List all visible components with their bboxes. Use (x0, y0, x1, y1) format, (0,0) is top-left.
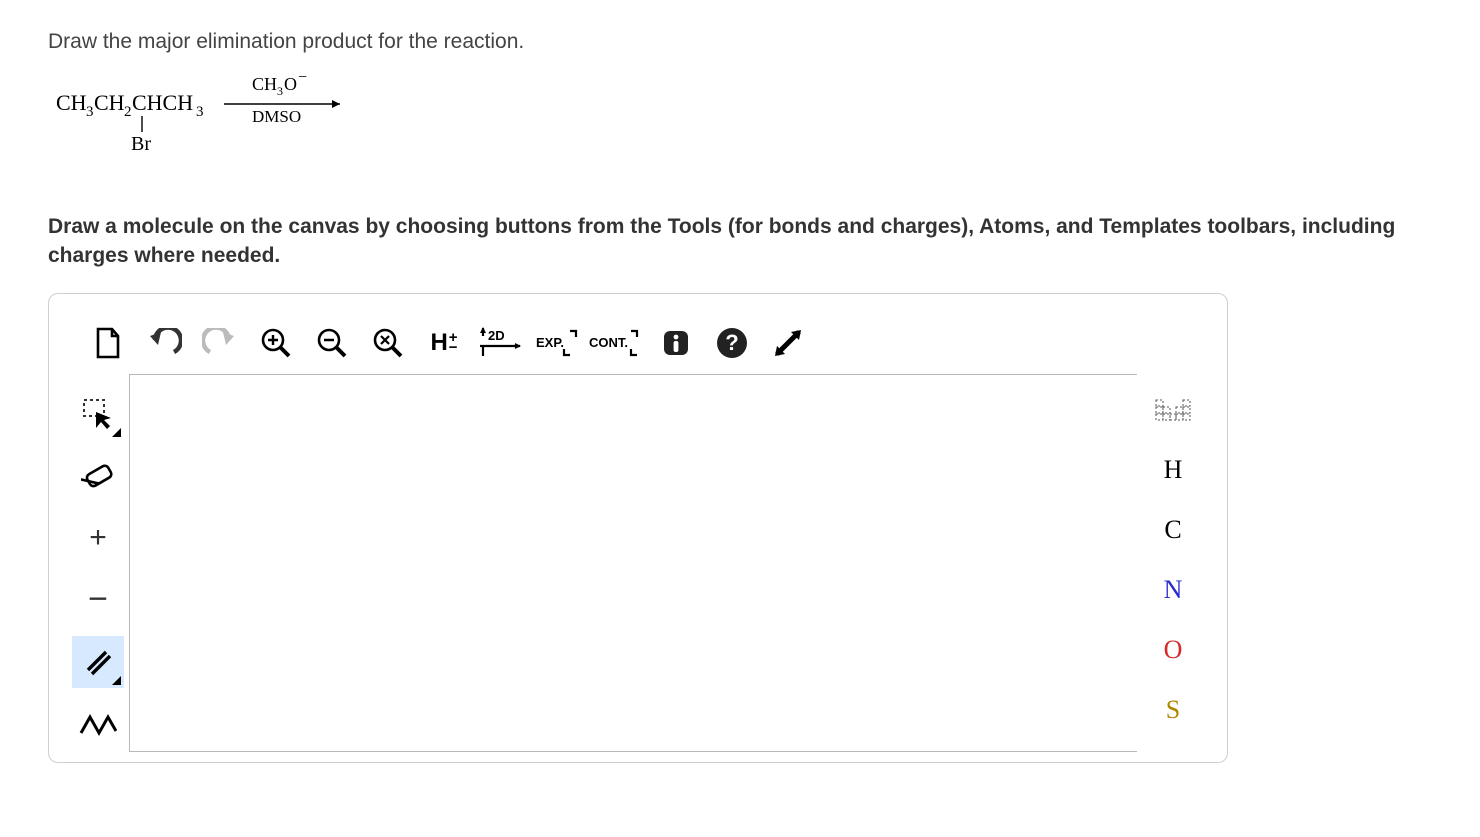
fullscreen-button[interactable] (761, 322, 815, 364)
svg-text:EXP.: EXP. (536, 335, 564, 350)
redo-button[interactable] (193, 322, 247, 364)
svg-text:Br: Br (131, 133, 151, 155)
double-bond-tool-button[interactable] (72, 636, 124, 688)
atom-h-button[interactable]: H (1147, 444, 1199, 496)
svg-text:CONT.: CONT. (589, 335, 628, 350)
svg-text:CH: CH (56, 90, 87, 115)
svg-text:CH: CH (94, 90, 125, 115)
question-prompt: Draw the major elimination product for t… (48, 30, 1432, 54)
selection-tool-button[interactable] (72, 388, 124, 440)
plus-label: + (89, 521, 107, 555)
reaction-scheme: CH 3 CH 2 CHCH 3 Br CH 3 O − DMSO (56, 72, 1432, 172)
h-label: H (430, 329, 447, 357)
view-2d-button[interactable]: 2D (473, 322, 527, 364)
svg-text:O: O (284, 74, 297, 94)
atom-s-button[interactable]: S (1147, 684, 1199, 736)
svg-text:3: 3 (196, 104, 204, 120)
charge-plus-button[interactable]: + (72, 512, 124, 564)
atom-h-label: H (1164, 455, 1183, 485)
atom-s-label: S (1166, 695, 1180, 725)
eraser-tool-button[interactable] (72, 450, 124, 502)
chain-tool-button[interactable] (72, 698, 124, 750)
undo-button[interactable] (137, 322, 191, 364)
top-toolbar: H+− 2D EXP. CONT. (67, 322, 1209, 372)
atom-n-label: N (1164, 575, 1183, 605)
svg-text:DMSO: DMSO (252, 107, 301, 126)
atom-c-label: C (1164, 515, 1181, 545)
svg-text:2D: 2D (488, 328, 505, 343)
atom-o-label: O (1164, 635, 1183, 665)
minus-label: − (88, 580, 108, 619)
left-toolbar: + − (67, 372, 129, 752)
hydrogen-toggle-button[interactable]: H+− (417, 322, 471, 364)
expand-button[interactable]: EXP. (529, 322, 583, 364)
contract-button[interactable]: CONT. (585, 322, 647, 364)
charge-minus-button[interactable]: − (72, 574, 124, 626)
svg-text:CH: CH (252, 74, 277, 94)
right-toolbar: H C N O S (1137, 372, 1209, 752)
zoom-in-button[interactable] (249, 322, 303, 364)
svg-text:3: 3 (86, 104, 94, 120)
svg-text:−: − (298, 69, 307, 86)
new-document-button[interactable] (81, 322, 135, 364)
atom-c-button[interactable]: C (1147, 504, 1199, 556)
atom-n-button[interactable]: N (1147, 564, 1199, 616)
help-button[interactable]: ? (705, 322, 759, 364)
drawing-canvas[interactable] (129, 374, 1137, 752)
svg-text:?: ? (725, 330, 738, 355)
periodic-table-button[interactable] (1147, 384, 1199, 436)
molecule-editor: H+− 2D EXP. CONT. (48, 293, 1228, 763)
zoom-out-button[interactable] (305, 322, 359, 364)
svg-text:2: 2 (124, 104, 132, 120)
zoom-fit-button[interactable] (361, 322, 415, 364)
instruction-text: Draw a molecule on the canvas by choosin… (48, 212, 1432, 271)
svg-text:CHCH: CHCH (132, 90, 193, 115)
atom-o-button[interactable]: O (1147, 624, 1199, 676)
info-button[interactable] (649, 322, 703, 364)
svg-text:3: 3 (277, 84, 283, 98)
